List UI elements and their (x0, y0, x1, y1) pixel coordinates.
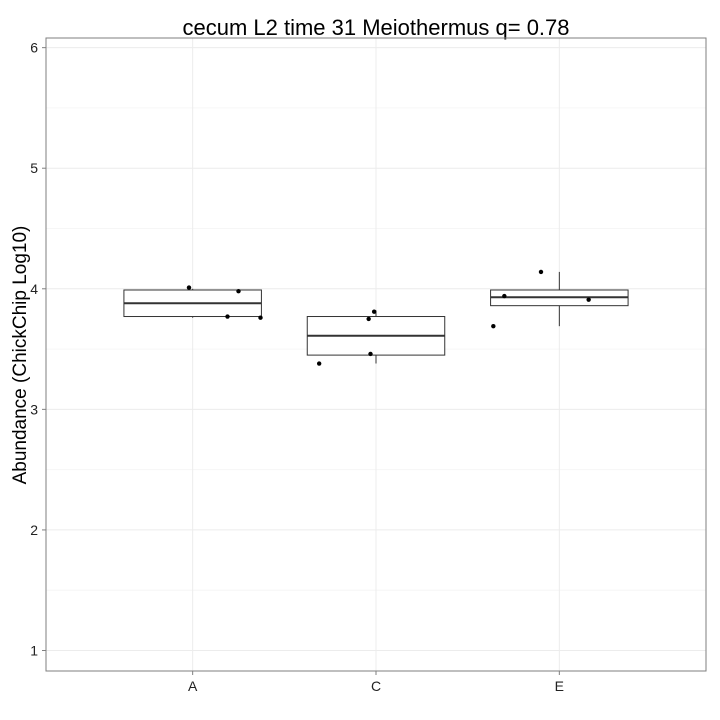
data-point (368, 351, 373, 357)
data-point (366, 316, 371, 322)
y-tick-label: 6 (30, 40, 38, 56)
y-tick-label: 4 (30, 281, 38, 297)
data-point (258, 315, 263, 320)
box-C (306, 310, 446, 364)
y-tick-label: 3 (30, 401, 38, 417)
box-A (123, 288, 262, 318)
data-point (586, 297, 591, 302)
box-E (490, 271, 629, 327)
y-axis-ticks: 1 2 3 4 5 6 (30, 40, 46, 659)
chart-title: cecum L2 time 31 Meiothermus q= 0.78 (182, 15, 569, 40)
data-point (236, 289, 241, 294)
x-tick-label: C (371, 678, 381, 694)
data-point (491, 323, 496, 329)
data-point (371, 309, 377, 314)
data-point (538, 269, 544, 275)
y-tick-label: 1 (30, 643, 38, 659)
y-tick-label: 2 (30, 522, 38, 538)
y-axis-label: Abundance (ChickChip Log10) (10, 226, 31, 485)
data-point (186, 285, 192, 290)
data-point (316, 361, 322, 366)
boxes (123, 271, 629, 364)
data-point (225, 314, 230, 319)
points (186, 269, 591, 366)
y-tick-label: 5 (30, 160, 38, 176)
data-point (502, 293, 507, 299)
x-tick-label: E (555, 678, 564, 694)
x-tick-label: A (188, 678, 198, 694)
